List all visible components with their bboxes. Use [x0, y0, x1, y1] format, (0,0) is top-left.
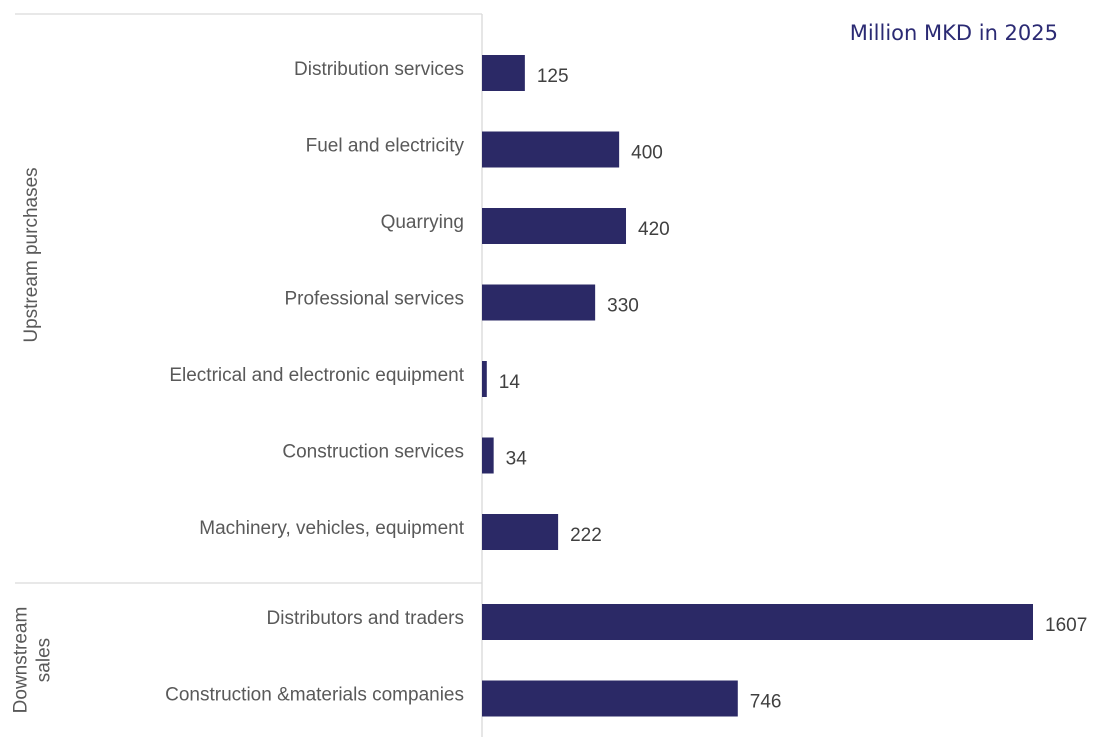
- bar: [482, 680, 738, 717]
- bar: [482, 55, 525, 91]
- group-label: Downstream: [11, 607, 32, 714]
- category-label: Construction services: [282, 442, 464, 463]
- bar: [482, 514, 559, 550]
- bar: [482, 131, 620, 168]
- bar: [482, 437, 494, 474]
- value-label: 1607: [1045, 615, 1087, 636]
- value-label: 420: [638, 219, 670, 240]
- value-label: 34: [506, 449, 528, 470]
- annotation: Million MKD in 2025: [850, 21, 1058, 45]
- category-label: Fuel and electricity: [306, 136, 465, 157]
- value-label: 400: [631, 143, 663, 164]
- value-label: 330: [607, 296, 639, 317]
- group-label: sales: [34, 638, 55, 682]
- bar: [482, 284, 596, 321]
- bar: [482, 208, 627, 244]
- category-label: Distributors and traders: [267, 608, 464, 629]
- value-label: 222: [570, 525, 602, 546]
- category-label: Machinery, vehicles, equipment: [199, 518, 464, 539]
- value-label: 14: [499, 372, 521, 393]
- bar: [482, 604, 1033, 640]
- group-label: Upstream purchases: [21, 167, 42, 342]
- category-label: Electrical and electronic equipment: [169, 365, 464, 386]
- category-label: Quarrying: [381, 212, 464, 233]
- bar: [482, 361, 487, 397]
- category-label: Distribution services: [294, 59, 464, 80]
- value-label: 746: [750, 692, 782, 713]
- value-label: 125: [537, 66, 569, 87]
- category-label: Construction &materials companies: [165, 685, 464, 706]
- category-label: Professional services: [284, 289, 464, 310]
